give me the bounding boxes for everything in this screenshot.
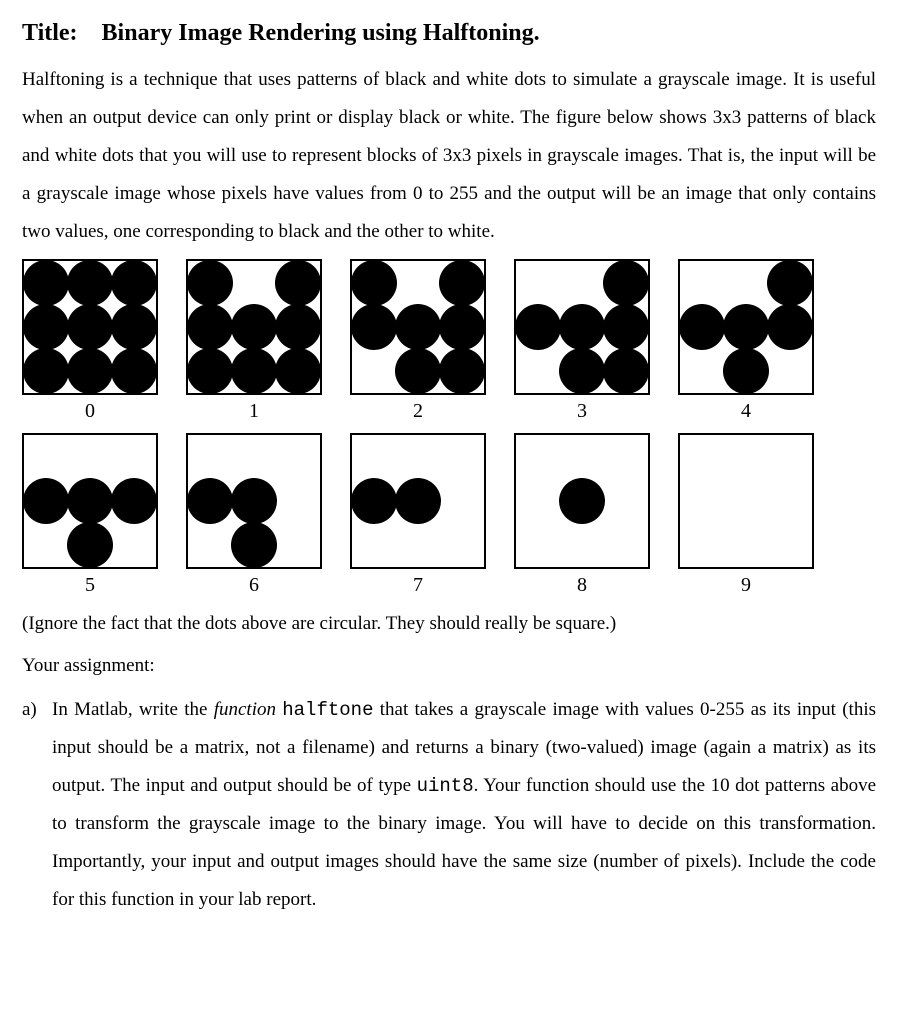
item-a-text-1: In Matlab, write the bbox=[52, 699, 214, 720]
dot-icon bbox=[187, 348, 233, 394]
dot-icon bbox=[67, 348, 113, 394]
dot-icon bbox=[439, 260, 485, 306]
dot-icon bbox=[679, 304, 725, 350]
pattern-label-9: 9 bbox=[741, 571, 751, 599]
dot-icon bbox=[275, 348, 321, 394]
note-paragraph: (Ignore the fact that the dots above are… bbox=[22, 605, 876, 643]
dot-icon bbox=[231, 348, 277, 394]
dot-icon bbox=[67, 522, 113, 568]
pattern-box-2 bbox=[350, 259, 486, 395]
pattern-box-7 bbox=[350, 433, 486, 569]
dot-icon bbox=[23, 260, 69, 306]
item-a-letter: a) bbox=[22, 691, 52, 729]
dot-icon bbox=[67, 478, 113, 524]
pattern-label-3: 3 bbox=[577, 397, 587, 425]
dot-icon bbox=[23, 304, 69, 350]
dot-icon bbox=[351, 260, 397, 306]
dot-icon bbox=[395, 348, 441, 394]
pattern-cell-0: 0 bbox=[22, 259, 158, 425]
pattern-label-1: 1 bbox=[249, 397, 259, 425]
dot-icon bbox=[395, 478, 441, 524]
dot-icon bbox=[559, 304, 605, 350]
pattern-cell-3: 3 bbox=[514, 259, 650, 425]
intro-paragraph: Halftoning is a technique that uses patt… bbox=[22, 61, 876, 251]
dot-icon bbox=[111, 304, 157, 350]
pattern-label-5: 5 bbox=[85, 571, 95, 599]
dot-icon bbox=[603, 348, 649, 394]
dot-icon bbox=[723, 304, 769, 350]
item-a-code-uint8: uint8 bbox=[417, 775, 474, 797]
dot-icon bbox=[23, 348, 69, 394]
pattern-cell-9: 9 bbox=[678, 433, 814, 599]
dot-icon bbox=[723, 348, 769, 394]
dot-icon bbox=[111, 260, 157, 306]
dot-icon bbox=[439, 348, 485, 394]
dot-icon bbox=[515, 304, 561, 350]
pattern-box-8 bbox=[514, 433, 650, 569]
dot-icon bbox=[231, 478, 277, 524]
dot-icon bbox=[395, 304, 441, 350]
pattern-box-0 bbox=[22, 259, 158, 395]
dot-icon bbox=[67, 260, 113, 306]
pattern-cell-7: 7 bbox=[350, 433, 486, 599]
item-a-code-halftone: halftone bbox=[282, 699, 373, 721]
pattern-box-1 bbox=[186, 259, 322, 395]
dot-icon bbox=[351, 304, 397, 350]
dot-icon bbox=[187, 478, 233, 524]
dot-icon bbox=[439, 304, 485, 350]
pattern-box-9 bbox=[678, 433, 814, 569]
pattern-cell-6: 6 bbox=[186, 433, 322, 599]
pattern-cell-5: 5 bbox=[22, 433, 158, 599]
pattern-box-5 bbox=[22, 433, 158, 569]
dot-icon bbox=[67, 304, 113, 350]
dot-icon bbox=[187, 260, 233, 306]
dot-icon bbox=[275, 260, 321, 306]
pattern-box-6 bbox=[186, 433, 322, 569]
pattern-label-8: 8 bbox=[577, 571, 587, 599]
pattern-box-3 bbox=[514, 259, 650, 395]
item-a-body: In Matlab, write the function halftone t… bbox=[52, 691, 876, 919]
pattern-label-6: 6 bbox=[249, 571, 259, 599]
page-title: Title: Binary Image Rendering using Half… bbox=[22, 18, 876, 49]
dot-icon bbox=[603, 304, 649, 350]
pattern-cell-1: 1 bbox=[186, 259, 322, 425]
dot-icon bbox=[111, 478, 157, 524]
pattern-box-4 bbox=[678, 259, 814, 395]
dot-icon bbox=[23, 478, 69, 524]
pattern-label-7: 7 bbox=[413, 571, 423, 599]
pattern-cell-2: 2 bbox=[350, 259, 486, 425]
dot-icon bbox=[187, 304, 233, 350]
title-label: Title: bbox=[22, 20, 78, 46]
pattern-cell-8: 8 bbox=[514, 433, 650, 599]
dot-icon bbox=[767, 304, 813, 350]
patterns-row-1: 0 1 2 3 4 bbox=[22, 259, 876, 425]
title-text: Binary Image Rendering using Halftoning. bbox=[102, 20, 540, 46]
dot-icon bbox=[559, 348, 605, 394]
pattern-label-4: 4 bbox=[741, 397, 751, 425]
item-a-function-word: function bbox=[214, 699, 276, 720]
dot-icon bbox=[231, 522, 277, 568]
dot-icon bbox=[603, 260, 649, 306]
pattern-label-2: 2 bbox=[413, 397, 423, 425]
dot-icon bbox=[559, 478, 605, 524]
assignment-item-a: a) In Matlab, write the function halfton… bbox=[22, 691, 876, 919]
patterns-row-2: 5 6 7 8 9 bbox=[22, 433, 876, 599]
dot-icon bbox=[275, 304, 321, 350]
pattern-label-0: 0 bbox=[85, 397, 95, 425]
dot-icon bbox=[351, 478, 397, 524]
dot-icon bbox=[231, 304, 277, 350]
assignment-label: Your assignment: bbox=[22, 647, 876, 685]
pattern-cell-4: 4 bbox=[678, 259, 814, 425]
dot-icon bbox=[767, 260, 813, 306]
dot-icon bbox=[111, 348, 157, 394]
